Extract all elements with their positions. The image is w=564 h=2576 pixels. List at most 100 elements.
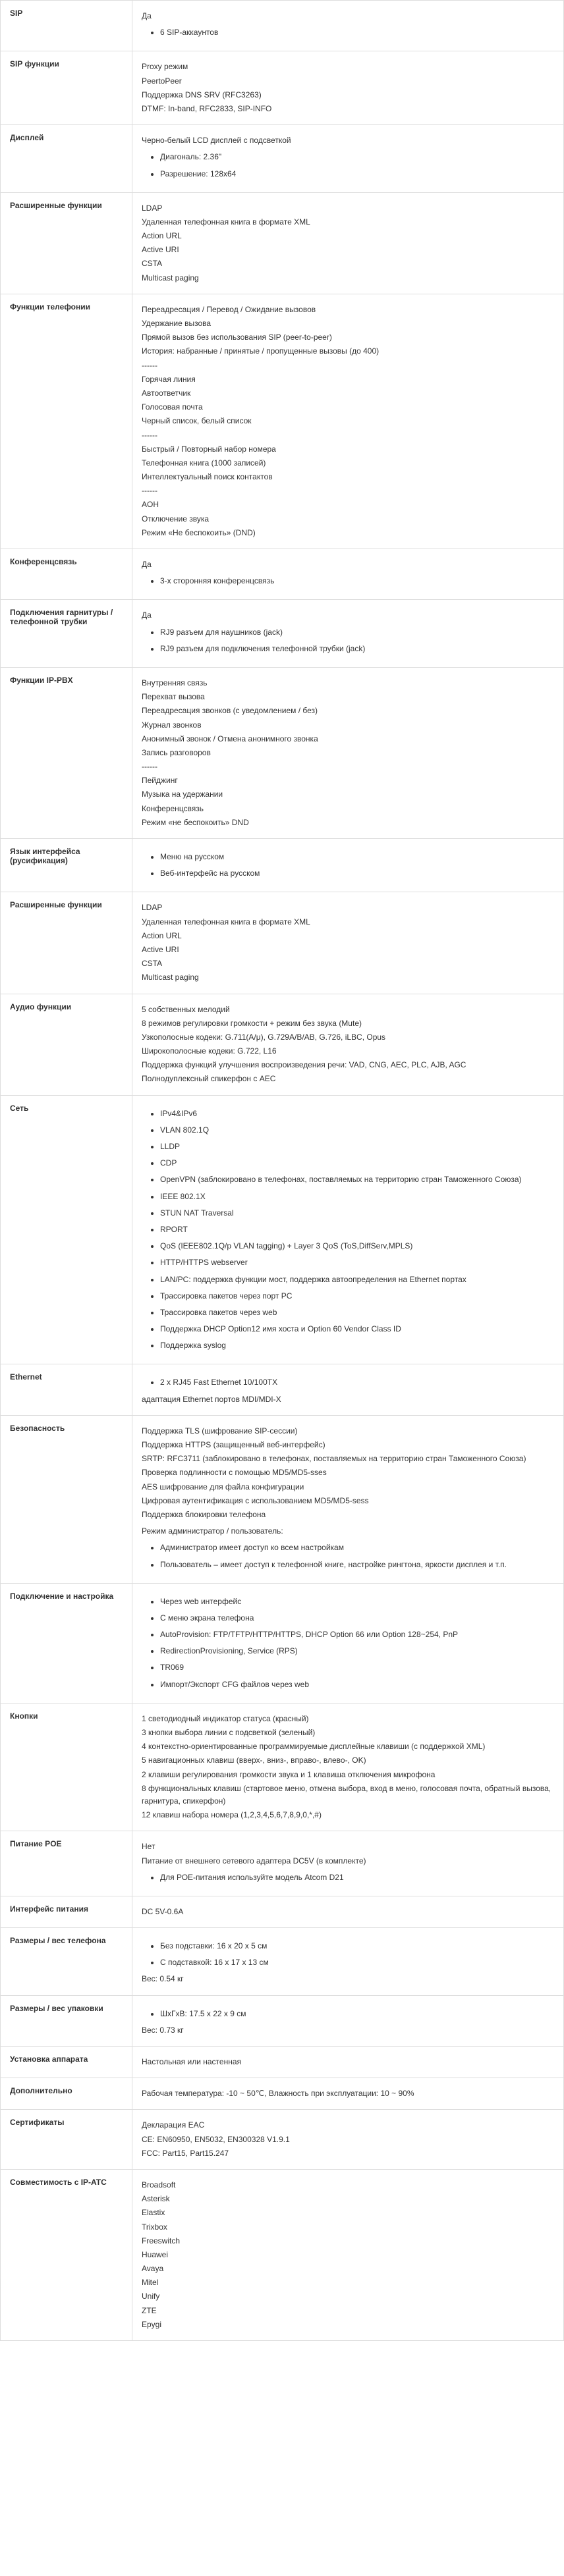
value-text: Режим администратор / пользователь: bbox=[142, 1525, 554, 1538]
value-list: QoS (IEEE802.1Q/p VLAN tagging) + Layer … bbox=[142, 1240, 554, 1252]
list-item: CDP bbox=[160, 1157, 554, 1169]
row-label: Питание POE bbox=[1, 1831, 132, 1896]
value-text: Питание от внешнего сетевого адаптера DC… bbox=[142, 1855, 554, 1867]
row-label: Подключение и настройка bbox=[1, 1583, 132, 1703]
value-text: Переадресация / Перевод / Ожидание вызов… bbox=[142, 304, 554, 316]
value-text: 12 клавиш набора номера (1,2,3,4,5,6,7,8… bbox=[142, 1809, 554, 1821]
table-row: БезопасностьПоддержка TLS (шифрование SI… bbox=[1, 1415, 564, 1583]
value-text: AOH bbox=[142, 498, 554, 511]
value-text: ------ bbox=[142, 761, 554, 773]
value-list: IEEE 802.1X bbox=[142, 1191, 554, 1203]
value-text: Настольная или настенная bbox=[142, 2056, 554, 2068]
row-value: 1 светодиодный индикатор статуса (красны… bbox=[132, 1703, 564, 1831]
list-item: 3-х сторонняя конференцсвязь bbox=[160, 575, 554, 587]
value-list: LLDP bbox=[142, 1140, 554, 1153]
value-list: С подставкой: 16 x 17 x 13 см bbox=[142, 1956, 554, 1969]
value-text: 2 клавиши регулирования громкости звука … bbox=[142, 1769, 554, 1781]
value-list: Веб-интерфейс на русском bbox=[142, 867, 554, 880]
value-text: Да bbox=[142, 558, 554, 571]
table-row: SIP функцииProxy режимPeertoPeerПоддержк… bbox=[1, 51, 564, 125]
value-text: Freeswitch bbox=[142, 2235, 554, 2247]
value-text: SRTP: RFC3711 (заблокировано в телефонах… bbox=[142, 1453, 554, 1465]
list-item: RJ9 разъем для подключения телефонной тр… bbox=[160, 643, 554, 655]
list-item: Разрешение: 128x64 bbox=[160, 168, 554, 180]
list-item: С подставкой: 16 x 17 x 13 см bbox=[160, 1956, 554, 1969]
row-value: DC 5V-0.6A bbox=[132, 1896, 564, 1927]
list-item: RJ9 разъем для наушников (jack) bbox=[160, 626, 554, 639]
list-item: Через web интерфейс bbox=[160, 1596, 554, 1608]
value-text: Автоответчик bbox=[142, 387, 554, 400]
value-list: Трассировка пакетов через web bbox=[142, 1306, 554, 1319]
value-text: Поддержка функций улучшения воспроизведе… bbox=[142, 1059, 554, 1071]
value-list: LAN/PC: поддержка функции мост, поддержк… bbox=[142, 1274, 554, 1286]
value-text: Удаленная телефонная книга в формате XML bbox=[142, 916, 554, 928]
value-list: RJ9 разъем для подключения телефонной тр… bbox=[142, 643, 554, 655]
table-row: КонференцсвязьДа3-х сторонняя конференцс… bbox=[1, 549, 564, 600]
value-text: ------ bbox=[142, 429, 554, 442]
row-label: Дополнительно bbox=[1, 2078, 132, 2110]
value-text: Черный список, белый список bbox=[142, 415, 554, 427]
list-item: Администратор имеет доступ ко всем настр… bbox=[160, 1542, 554, 1554]
value-list: OpenVPN (заблокировано в телефонах, пост… bbox=[142, 1173, 554, 1186]
value-list: Через web интерфейс bbox=[142, 1596, 554, 1608]
value-list: RPORT bbox=[142, 1223, 554, 1236]
value-text: Голосовая почта bbox=[142, 401, 554, 414]
value-text: 4 контекстно-ориентированные программиру… bbox=[142, 1740, 554, 1753]
list-item: Трассировка пакетов через web bbox=[160, 1306, 554, 1319]
table-row: Функции IP-PBXВнутренняя связьПерехват в… bbox=[1, 667, 564, 838]
row-label: Безопасность bbox=[1, 1415, 132, 1583]
list-item: RedirectionProvisioning, Service (RPS) bbox=[160, 1645, 554, 1657]
list-item: Трассировка пакетов через порт PC bbox=[160, 1290, 554, 1302]
row-value: Нет Питание от внешнего сетевого адаптера… bbox=[132, 1831, 564, 1896]
value-list: Администратор имеет доступ ко всем настр… bbox=[142, 1542, 554, 1554]
row-value: Через web интерфейсС меню экрана телефон… bbox=[132, 1583, 564, 1703]
value-list: CDP bbox=[142, 1157, 554, 1169]
list-item: LLDP bbox=[160, 1140, 554, 1153]
value-text: Интеллектуальный поиск контактов bbox=[142, 471, 554, 483]
value-list: 6 SIP-аккаунтов bbox=[142, 26, 554, 39]
value-text: Конференцсвязь bbox=[142, 803, 554, 815]
list-item: IPv4&IPv6 bbox=[160, 1108, 554, 1120]
value-text: Рабочая температура: -10 ~ 50℃, Влажност… bbox=[142, 2087, 554, 2100]
row-label: Дисплей bbox=[1, 125, 132, 193]
value-text: Mitel bbox=[142, 2276, 554, 2289]
value-list: Меню на русском bbox=[142, 851, 554, 863]
list-item: Меню на русском bbox=[160, 851, 554, 863]
table-row: Язык интерфейса (русификация)Меню на рус… bbox=[1, 839, 564, 892]
value-text: PeertoPeer bbox=[142, 75, 554, 88]
list-item: HTTP/HTTPS webserver bbox=[160, 1256, 554, 1269]
row-label: Подключения гарнитуры / телефонной трубк… bbox=[1, 600, 132, 668]
value-text: Широкополосные кодеки: G.722, L16 bbox=[142, 1045, 554, 1058]
value-text: адаптация Ethernet портов MDI/MDI-X bbox=[142, 1393, 554, 1406]
table-row: Совместимость с IP-ATCBroadsoftAsteriskE… bbox=[1, 2169, 564, 2340]
value-text: ZTE bbox=[142, 2305, 554, 2317]
value-list: ШхГхВ: 17.5 x 22 x 9 см bbox=[142, 2008, 554, 2020]
list-item: Без подставки: 16 x 20 x 5 см bbox=[160, 1940, 554, 1952]
value-text: Поддержка блокировки телефона bbox=[142, 1509, 554, 1521]
table-row: Функции телефонииПереадресация / Перевод… bbox=[1, 294, 564, 549]
row-label: Сертификаты bbox=[1, 2110, 132, 2170]
row-value: Рабочая температура: -10 ~ 50℃, Влажност… bbox=[132, 2078, 564, 2110]
table-row: Ethernet2 x RJ45 Fast Ethernet 10/100TXа… bbox=[1, 1364, 564, 1415]
value-list: STUN NAT Traversal bbox=[142, 1207, 554, 1220]
value-text: Нет bbox=[142, 1840, 554, 1853]
value-text: ------ bbox=[142, 360, 554, 372]
table-row: SIPДа6 SIP-аккаунтов bbox=[1, 1, 564, 51]
value-text: Проверка подлинности с помощью MD5/MD5-s… bbox=[142, 1466, 554, 1479]
value-list: Для РОЕ-питания используйте модель Atcom… bbox=[142, 1871, 554, 1884]
value-text: Huawei bbox=[142, 2249, 554, 2261]
value-list: VLAN 802.1Q bbox=[142, 1124, 554, 1137]
row-value: ШхГхВ: 17.5 x 22 x 9 смВес: 0.73 кг bbox=[132, 1995, 564, 2046]
value-text: Поддержка TLS (шифрование SIP-сессии) bbox=[142, 1425, 554, 1437]
value-text: Музыка на удержании bbox=[142, 788, 554, 801]
value-text: Avaya bbox=[142, 2263, 554, 2275]
value-list: 2 x RJ45 Fast Ethernet 10/100TX bbox=[142, 1376, 554, 1389]
list-item: VLAN 802.1Q bbox=[160, 1124, 554, 1137]
row-value: Декларация EACCE: EN60950, EN5032, EN300… bbox=[132, 2110, 564, 2170]
row-label: Размеры / вес телефона bbox=[1, 1928, 132, 1996]
value-text: История: набранные / принятые / пропущен… bbox=[142, 345, 554, 358]
value-text: 1 светодиодный индикатор статуса (красны… bbox=[142, 1713, 554, 1725]
table-row: Кнопки1 светодиодный индикатор статуса (… bbox=[1, 1703, 564, 1831]
value-text: Unify bbox=[142, 2290, 554, 2303]
row-value: Поддержка TLS (шифрование SIP-сессии) Под… bbox=[132, 1415, 564, 1583]
